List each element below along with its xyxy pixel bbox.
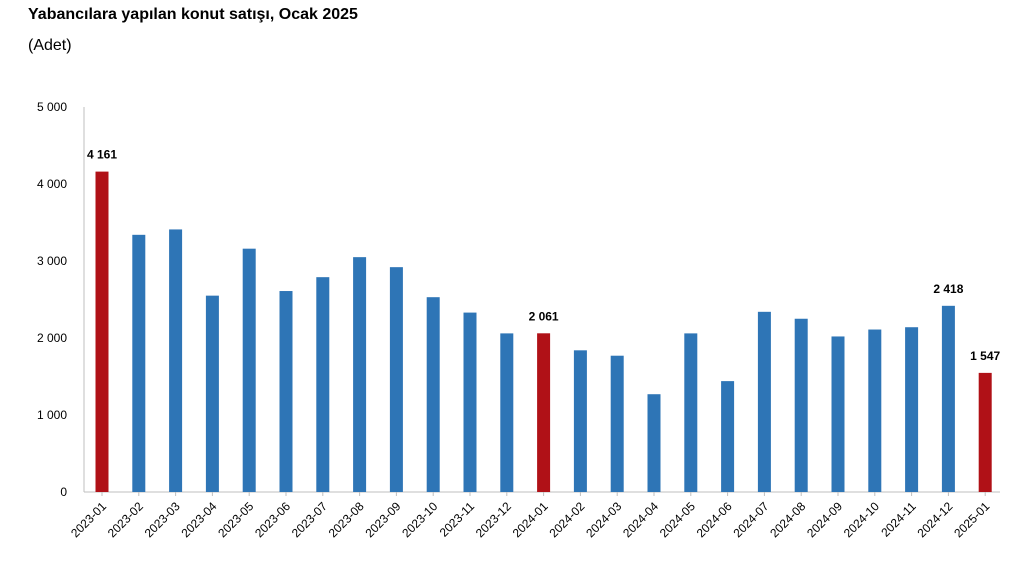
x-tick-label: 2023-08: [326, 499, 367, 540]
bar-2023-02: [132, 234, 146, 492]
x-tick-label: 2024-04: [620, 499, 661, 540]
chart-subtitle: (Adet): [28, 37, 72, 54]
x-tick-label: 2024-01: [510, 499, 551, 540]
x-tick-label: 2023-02: [105, 499, 146, 540]
bar-2024-10: [868, 329, 882, 492]
x-tick-label: 2024-09: [804, 499, 845, 540]
bar-2024-03: [610, 355, 624, 492]
y-tick-label: 3 000: [37, 254, 67, 268]
bar-2023-03: [169, 229, 183, 492]
bar-2023-07: [316, 277, 330, 492]
x-tick-label: 2024-02: [546, 499, 587, 540]
chart-title: Yabancılara yapılan konut satışı, Ocak 2…: [28, 6, 358, 23]
y-tick-label: 2 000: [37, 331, 67, 345]
y-tick-label: 4 000: [37, 177, 67, 191]
x-tick-label: 2023-06: [252, 499, 293, 540]
bar-2024-07: [757, 311, 771, 492]
x-tick-label: 2023-01: [68, 499, 109, 540]
bar-2024-12: [941, 305, 955, 492]
bar-2024-09: [831, 336, 845, 492]
bar-2023-06: [279, 291, 293, 492]
bar-2023-12: [500, 333, 514, 492]
y-tick-label: 5 000: [37, 100, 67, 114]
x-tick-label: 2023-03: [142, 499, 183, 540]
bar-2023-09: [389, 267, 403, 492]
x-tick-label: 2023-05: [215, 499, 256, 540]
x-tick-label: 2023-09: [362, 499, 403, 540]
bar-2024-04: [647, 394, 661, 492]
y-tick-label: 0: [60, 485, 67, 499]
bar-2024-06: [721, 381, 735, 492]
bar-2024-01: [537, 333, 551, 492]
bar-2023-05: [242, 248, 256, 492]
x-tick-label: 2024-10: [841, 499, 882, 540]
x-tick-label: 2024-06: [694, 499, 735, 540]
x-tick-label: 2024-03: [583, 499, 624, 540]
x-tick-label: 2023-10: [399, 499, 440, 540]
bar-2023-04: [205, 295, 219, 492]
x-tick-label: 2024-08: [767, 499, 808, 540]
data-label: 2 061: [529, 309, 559, 323]
bar-2024-11: [905, 327, 919, 492]
bar-2024-02: [573, 350, 587, 492]
bar-2023-01: [95, 171, 109, 492]
data-label: 4 161: [87, 148, 117, 162]
data-label: 2 418: [933, 282, 963, 296]
x-tick-label: 2024-12: [914, 499, 955, 540]
bar-2024-08: [794, 318, 808, 492]
bar-2023-10: [426, 297, 440, 492]
x-tick-label: 2023-04: [178, 499, 219, 540]
x-tick-label: 2023-12: [473, 499, 514, 540]
data-label: 1 547: [970, 349, 1000, 363]
x-tick-label: 2024-07: [730, 499, 771, 540]
x-tick-label: 2024-11: [878, 499, 919, 540]
x-tick-label: 2025-01: [951, 499, 992, 540]
bar-2025-01: [978, 372, 992, 492]
bar-2023-11: [463, 312, 477, 492]
bar-2024-05: [684, 333, 698, 492]
x-tick-label: 2023-07: [289, 499, 330, 540]
x-tick-label: 2023-11: [437, 499, 478, 540]
x-tick-label: 2024-05: [657, 499, 698, 540]
bar-2023-08: [353, 257, 367, 492]
y-tick-label: 1 000: [37, 408, 67, 422]
